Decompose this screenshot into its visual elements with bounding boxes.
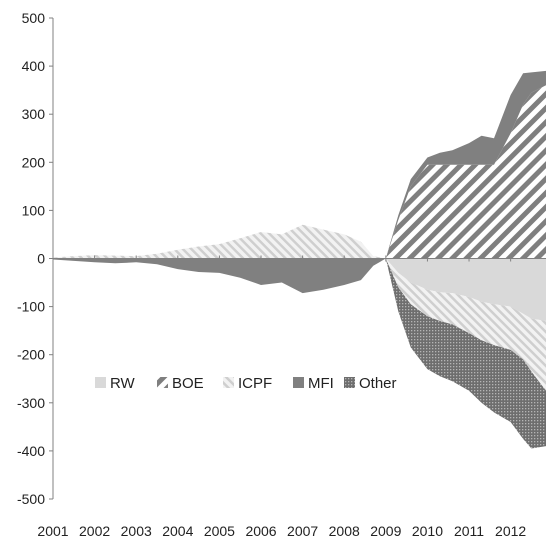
legend-label-boe: BOE <box>172 375 204 392</box>
x-tick-label: 2003 <box>121 523 152 539</box>
legend-label-icpf: ICPF <box>238 375 272 392</box>
axes-layer: 500 400 300 200 100 0 -100 -200 -300 -400 -500 2001… <box>17 10 546 539</box>
legend-label-rw: RW <box>110 375 136 392</box>
legend-swatch-icpf <box>223 377 234 388</box>
x-tick-label: 2002 <box>79 523 110 539</box>
x-tick-label: 2001 <box>37 523 68 539</box>
x-tick-label: 2006 <box>245 523 276 539</box>
y-tick-label: -200 <box>17 347 45 363</box>
area-other <box>53 224 546 449</box>
legend-swatch-other <box>344 377 355 388</box>
legend-label-mfi: MFI <box>308 375 334 392</box>
y-tick-label: -300 <box>17 395 45 411</box>
y-tick-label: 100 <box>22 202 46 218</box>
legend-swatch-mfi <box>293 377 304 388</box>
y-tick-label: -100 <box>17 299 45 315</box>
x-tick-label: 2012 <box>495 523 526 539</box>
y-tick-label: -500 <box>17 491 45 507</box>
area-boe <box>53 85 546 259</box>
legend-swatch-boe <box>157 377 168 388</box>
legend-label-other: Other <box>359 375 397 392</box>
x-tick-label: 2009 <box>370 523 401 539</box>
y-tick-label: 500 <box>22 10 46 26</box>
y-tick-label: 200 <box>22 154 46 170</box>
legend-swatch-rw <box>95 377 106 388</box>
x-tick-label: 2008 <box>329 523 360 539</box>
y-tick-label: -400 <box>17 443 45 459</box>
x-tick-label: 2007 <box>287 523 318 539</box>
x-tick-label: 2011 <box>454 523 484 539</box>
x-tick-label: 2004 <box>162 523 193 539</box>
x-tick-label: 2005 <box>204 523 235 539</box>
y-tick-label: 300 <box>22 106 46 122</box>
y-tick-label: 0 <box>37 251 45 267</box>
y-tick-label: 400 <box>22 58 46 74</box>
x-tick-label: 2010 <box>412 523 443 539</box>
area-rw <box>53 258 546 321</box>
legend: RW BOE ICPF MFI Other <box>95 375 397 392</box>
